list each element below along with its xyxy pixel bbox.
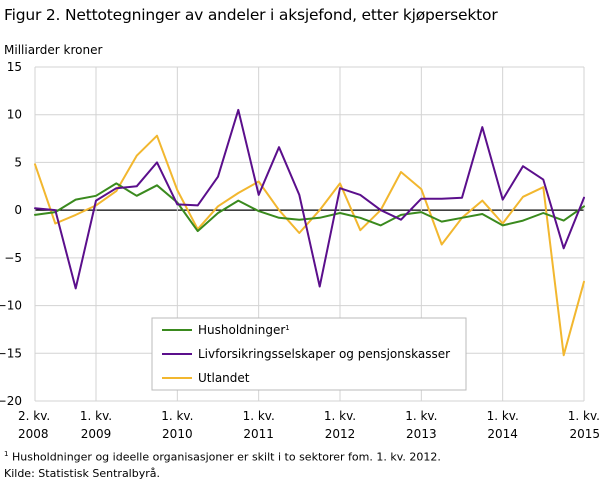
x-tick-year-label: 2010 bbox=[162, 427, 193, 441]
legend-footnote-mark: 1 bbox=[285, 324, 289, 332]
x-tick-year-label: 2009 bbox=[81, 427, 112, 441]
y-axis-label: Milliarder kroner bbox=[4, 43, 102, 57]
x-tick-year-label: 2012 bbox=[325, 427, 356, 441]
x-tick-label: 1. kv. bbox=[324, 409, 356, 423]
series-line bbox=[34, 108, 585, 290]
legend-label: Utlandet bbox=[198, 371, 250, 385]
x-tick-year-label: 2008 bbox=[18, 427, 49, 441]
series-line bbox=[34, 134, 585, 357]
y-tick-label: −10 bbox=[0, 299, 22, 313]
y-axis: Milliarder kroner 15 10 5 0 −5 −10 −15 −20 bbox=[0, 43, 102, 408]
x-tick-label: 1. kv. bbox=[487, 409, 519, 423]
x-tick-label: 1. kv. bbox=[80, 409, 112, 423]
x-tick-label: 1. kv. bbox=[568, 409, 600, 423]
y-tick-label: −20 bbox=[0, 394, 22, 408]
legend: Husholdninger1 Livforsikringsselskaper og… bbox=[151, 317, 467, 391]
x-tick-label: 2. kv. bbox=[18, 409, 50, 423]
y-tick-label: 15 bbox=[7, 60, 22, 74]
y-tick-label: 10 bbox=[7, 108, 22, 122]
series-line bbox=[34, 182, 585, 233]
footnote: 1 Husholdninger og ideelle organisasjone… bbox=[4, 450, 441, 464]
y-tick-label: −5 bbox=[4, 251, 22, 265]
x-tick-label: 1. kv. bbox=[161, 409, 193, 423]
legend-label: Livforsikringsselskaper og pensjonskasse… bbox=[198, 347, 450, 361]
x-axis: 2. kv. 2008 1. kv. 2009 1. kv. 2010 1. kv. 2011… bbox=[18, 409, 600, 441]
x-tick-label: 1. kv. bbox=[243, 409, 275, 423]
y-tick-label: 0 bbox=[14, 203, 22, 217]
legend-label: Husholdninger1 bbox=[198, 323, 290, 337]
series-lines bbox=[34, 108, 585, 357]
source-note: Kilde: Statistisk Sentralbyrå. bbox=[4, 467, 160, 480]
x-tick-year-label: 2011 bbox=[243, 427, 274, 441]
x-tick-year-label: 2013 bbox=[406, 427, 437, 441]
y-tick-label: 5 bbox=[14, 155, 22, 169]
legend-box bbox=[151, 317, 467, 391]
y-tick-label: −15 bbox=[0, 346, 22, 360]
x-tick-label: 1. kv. bbox=[405, 409, 437, 423]
x-tick-year-label: 2014 bbox=[487, 427, 518, 441]
x-tick-year-label: 2015 bbox=[569, 427, 600, 441]
chart-title: Figur 2. Nettotegninger av andeler i aks… bbox=[4, 6, 498, 24]
